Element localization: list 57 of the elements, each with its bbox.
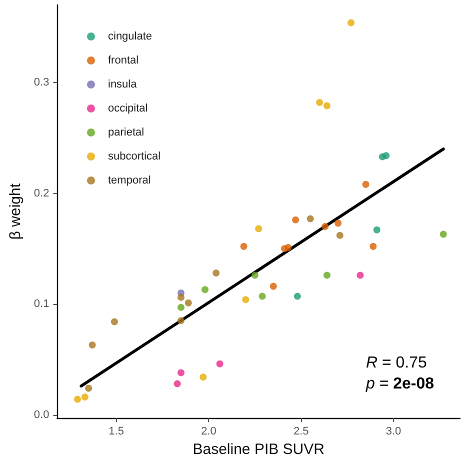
- point: [174, 380, 181, 388]
- point: [255, 225, 262, 232]
- x-tick-label: 2.0: [201, 426, 216, 438]
- point: [323, 102, 330, 110]
- y-tick-label: 0.2: [34, 187, 50, 200]
- point: [294, 292, 301, 300]
- point: [362, 180, 370, 188]
- y-axis-title: β weight: [7, 182, 24, 240]
- point: [242, 296, 250, 304]
- point: [216, 360, 224, 368]
- point: [184, 299, 192, 306]
- point: [323, 272, 330, 279]
- annotation: p = 2e-08: [365, 376, 434, 392]
- legend-label: insula: [108, 78, 138, 90]
- point: [178, 369, 184, 376]
- point: [251, 272, 258, 279]
- legend-label: occipital: [108, 102, 148, 114]
- point: [110, 318, 118, 326]
- point: [292, 216, 300, 224]
- point: [178, 317, 184, 324]
- point: [356, 272, 364, 279]
- legend-label: subcortical: [108, 150, 161, 162]
- point: [178, 294, 184, 301]
- point: [74, 396, 82, 403]
- point: [316, 98, 324, 106]
- legend-label: frontal: [108, 54, 139, 66]
- point: [336, 232, 344, 239]
- legend-label: temporal: [108, 174, 151, 186]
- x-tick-label: 1.5: [108, 426, 124, 438]
- point: [202, 286, 209, 294]
- x-axis-title: Baseline PIB SUVR: [192, 441, 325, 458]
- point: [85, 384, 92, 392]
- point: [373, 226, 380, 234]
- point: [322, 223, 329, 230]
- point: [382, 152, 390, 160]
- y-tick-label: 0.0: [34, 408, 50, 421]
- point: [334, 220, 342, 227]
- point: [240, 242, 248, 250]
- point: [200, 374, 207, 381]
- legend-label: cingulate: [108, 30, 152, 42]
- point: [88, 342, 96, 349]
- point: [178, 304, 184, 311]
- point: [258, 292, 266, 300]
- point: [270, 282, 277, 290]
- point: [347, 19, 354, 26]
- annotation: R = 0.75: [366, 354, 428, 372]
- legend-label: parietal: [108, 126, 144, 138]
- point: [306, 215, 314, 222]
- point: [212, 270, 220, 277]
- point: [440, 230, 447, 238]
- point: [81, 394, 88, 401]
- y-tick-label: 0.1: [34, 298, 50, 310]
- x-tick-label: 3.0: [386, 426, 402, 438]
- x-tick-label: 2.5: [293, 426, 309, 438]
- point: [284, 244, 292, 252]
- y-tick-label: 0.3: [34, 76, 50, 89]
- point: [370, 242, 377, 250]
